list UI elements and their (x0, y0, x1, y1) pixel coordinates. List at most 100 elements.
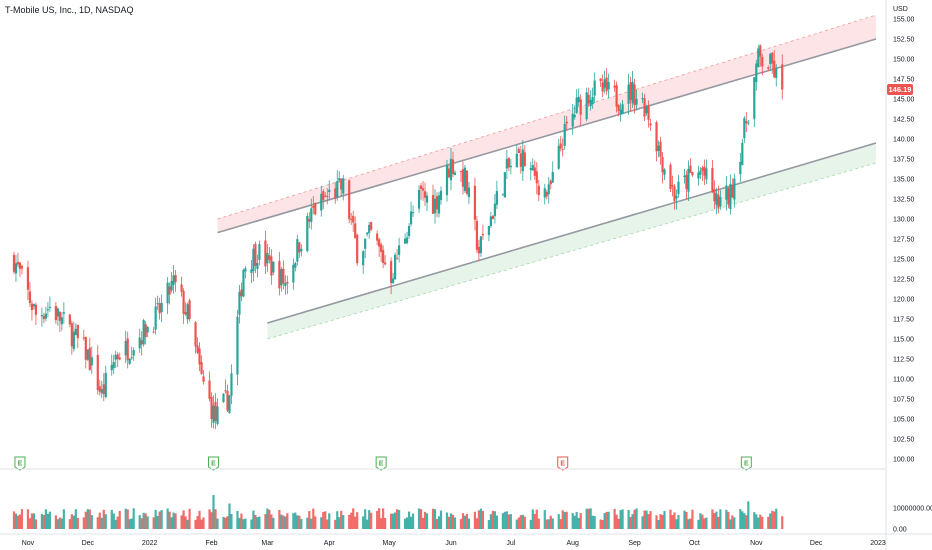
candle-body (306, 216, 309, 252)
candle-body (641, 98, 644, 100)
candle-body (114, 354, 117, 360)
volume-bar (340, 510, 343, 529)
earnings-label: E (560, 461, 565, 468)
candle-body (84, 337, 87, 360)
candle-body (747, 122, 750, 124)
volume-bar (501, 513, 504, 529)
earnings-marker[interactable]: E (208, 456, 220, 471)
candle-body (30, 303, 34, 310)
candle-body (158, 303, 161, 314)
volume-bar (240, 513, 243, 529)
time-axis-label: Apr (324, 540, 336, 547)
candle-body (591, 96, 594, 105)
volume-bar (384, 518, 387, 529)
candle-body (561, 149, 564, 151)
candle-body (280, 269, 283, 286)
volume-bar (286, 513, 289, 529)
candle-body (733, 178, 736, 200)
volume-bar (517, 517, 520, 529)
volume-bar (585, 508, 588, 529)
volume-bar (156, 515, 159, 529)
candle-body (142, 320, 145, 345)
earnings-marker[interactable]: E (557, 456, 569, 471)
lower-channel-line[interactable] (267, 142, 877, 324)
volume-bar (463, 515, 467, 529)
volume-bar (703, 518, 706, 529)
candle-body (411, 212, 415, 214)
volume-bar (633, 509, 636, 529)
candle-body (156, 303, 159, 305)
earnings-marker[interactable]: E (740, 456, 752, 471)
candle-body (112, 362, 115, 369)
volume-bar (86, 509, 89, 529)
candle-body (28, 291, 32, 303)
volume-bar (531, 509, 534, 529)
earnings-marker[interactable]: E (14, 456, 26, 471)
currency-label: USD (893, 6, 908, 13)
candle-body (551, 171, 554, 183)
candle-body (350, 219, 353, 221)
volume-bar (643, 510, 646, 529)
candle-body (396, 258, 399, 260)
volume-bar (619, 510, 622, 529)
candle-body (88, 347, 91, 371)
upper-band-line[interactable] (217, 14, 877, 220)
candle-body (312, 206, 315, 208)
volume-bar (284, 516, 287, 529)
candle-body (745, 121, 748, 124)
volume-bar (615, 514, 618, 529)
volume-bar (324, 511, 327, 529)
volume-bar (168, 511, 171, 529)
candle-body (771, 52, 774, 64)
volume-bar (731, 515, 734, 529)
volume-bar (771, 510, 774, 529)
candle-body (240, 289, 243, 297)
volume-bar (563, 511, 566, 529)
volume-bar (591, 515, 594, 529)
volume-bar (701, 514, 704, 529)
volume-bar (60, 518, 63, 529)
volume-bar (411, 513, 415, 529)
candle-body (575, 97, 578, 113)
volume-bar (32, 513, 36, 529)
volume-bar (621, 509, 624, 529)
volume-bar (320, 517, 323, 529)
volume-bar (575, 512, 578, 529)
volume-bar (717, 516, 720, 529)
volume-bar (314, 516, 317, 529)
candle-body (228, 395, 231, 414)
volume-bar (459, 519, 463, 529)
candle-body (282, 268, 285, 284)
volume-bar (34, 519, 38, 529)
volume-bar (306, 517, 309, 529)
candle-body (535, 171, 538, 184)
candle-body (773, 60, 776, 78)
volume-bar (268, 509, 271, 529)
volume-bar (647, 514, 650, 529)
volume-bar (755, 514, 758, 529)
candle-body (629, 82, 632, 101)
volume-bar (298, 515, 301, 529)
volume-bar (68, 519, 71, 529)
candle-body (68, 314, 71, 325)
volume-bar (208, 509, 211, 529)
volume-bar (773, 511, 776, 529)
volume-bar (603, 513, 606, 529)
volume-bar (659, 514, 662, 529)
volume-bar (28, 518, 32, 529)
volume-bar (104, 514, 107, 529)
candle-body (407, 225, 411, 237)
candle-body (174, 275, 177, 283)
volume-bar (282, 515, 285, 529)
candle-body (619, 109, 622, 114)
volume-bar (745, 515, 748, 529)
volume-bar (172, 512, 175, 529)
volume-bar (505, 511, 508, 529)
volume-bar (278, 509, 281, 529)
volume-bar (76, 517, 79, 529)
candle-body (268, 255, 271, 260)
candle-body (643, 98, 646, 117)
earnings-marker[interactable]: E (375, 456, 387, 471)
